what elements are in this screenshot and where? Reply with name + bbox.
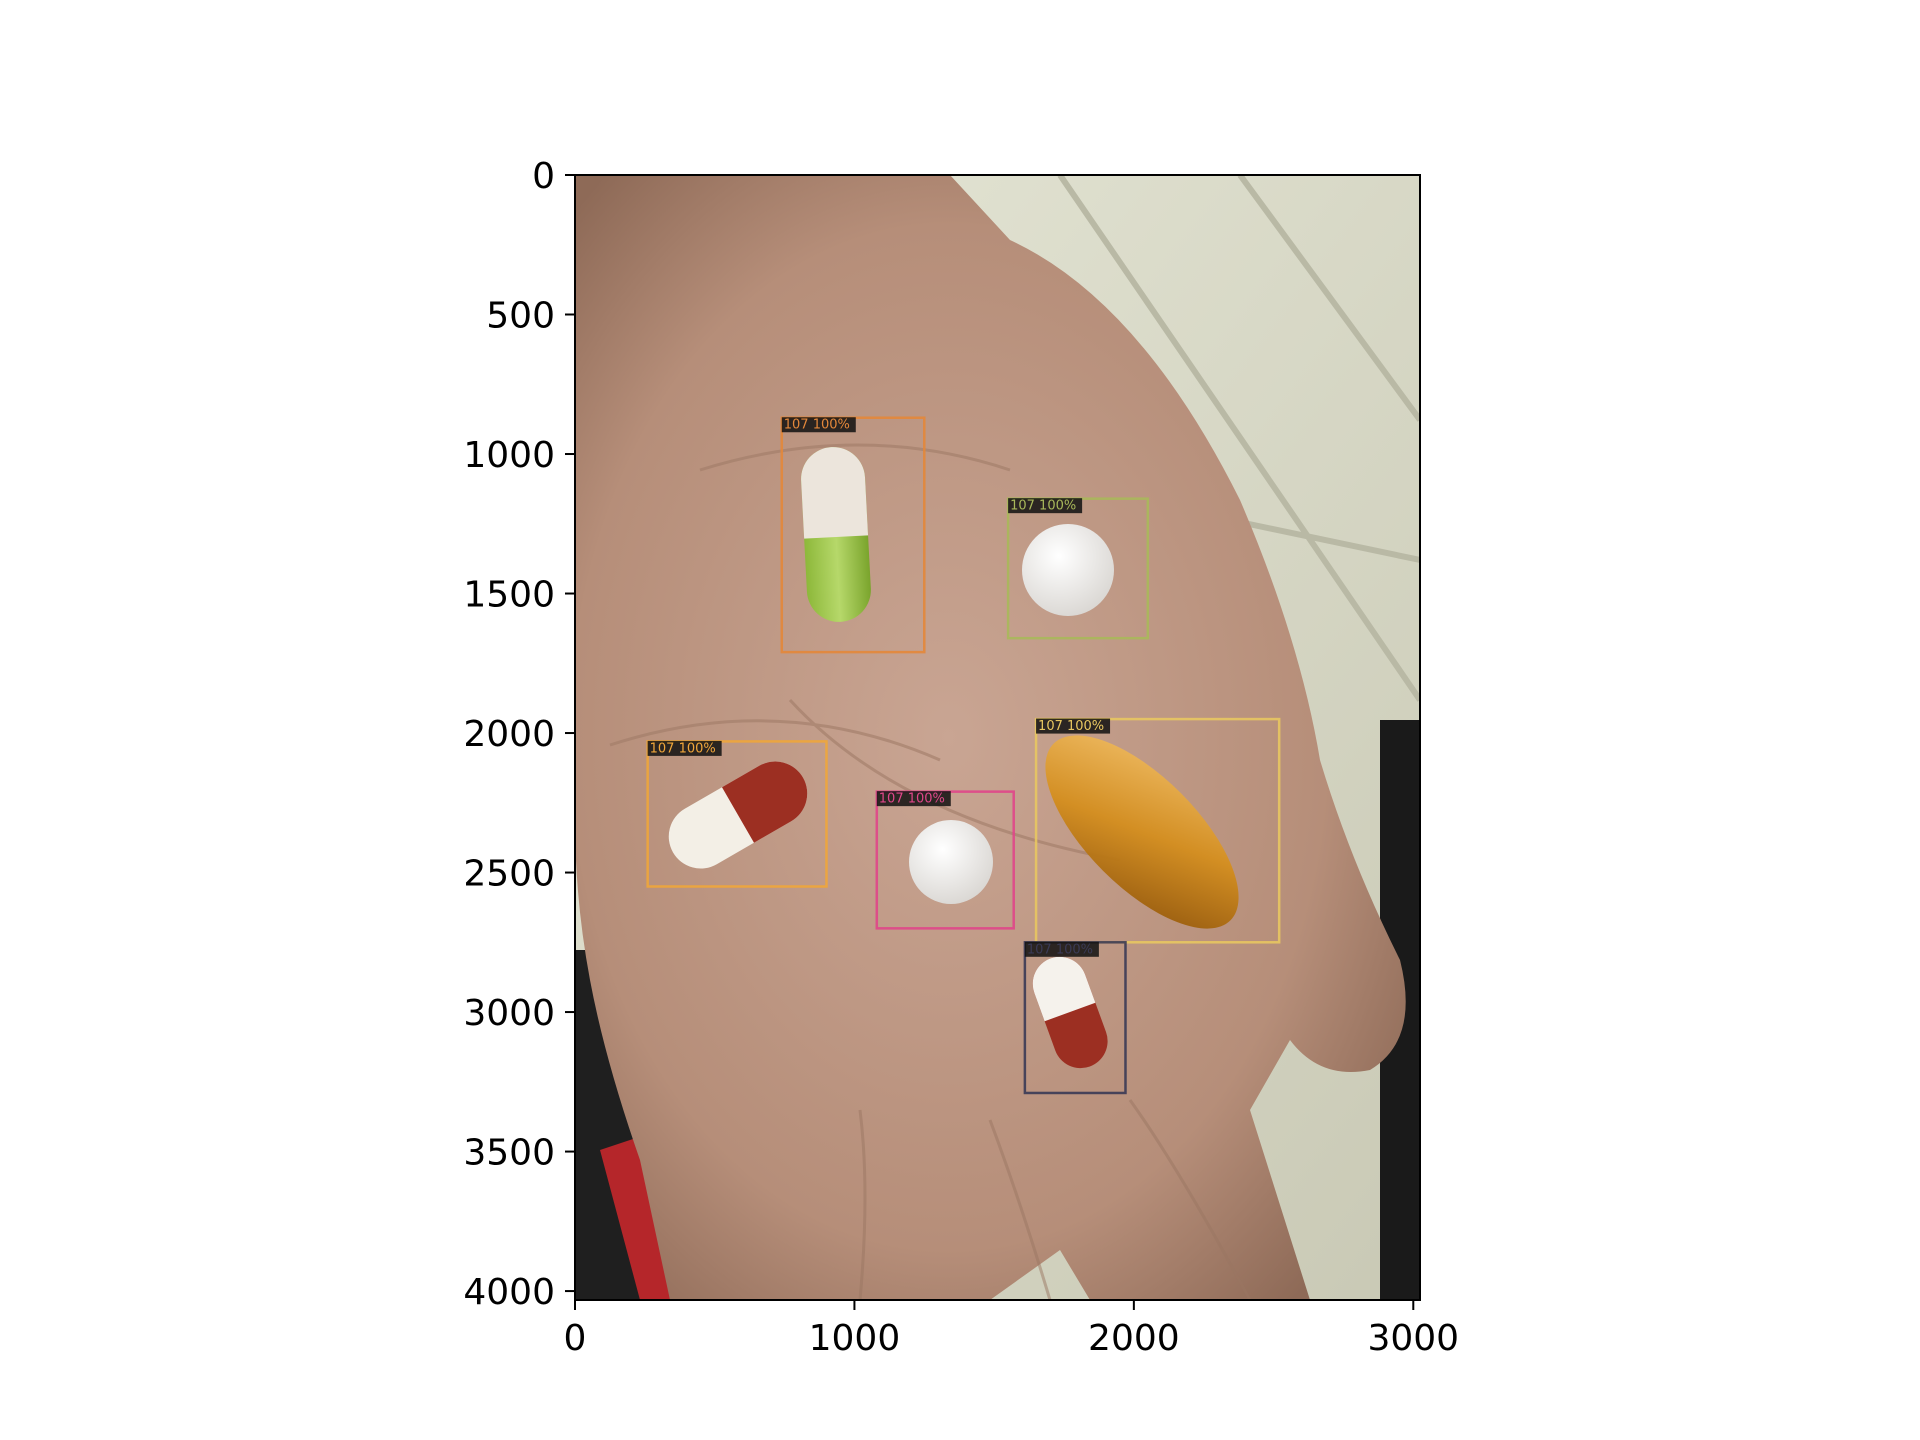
y-tick-label: 2000: [463, 714, 555, 755]
x-tick-label: 3000: [1367, 1318, 1459, 1359]
detection-label: 107 100%: [650, 741, 716, 756]
y-tick-label: 1500: [463, 575, 555, 616]
detection-label: 107 100%: [784, 418, 850, 433]
y-tick-label: 3500: [463, 1133, 555, 1174]
detection-label: 107 100%: [1027, 942, 1093, 957]
y-tick-label: 1000: [463, 435, 555, 476]
x-tick-label: 0: [564, 1318, 587, 1359]
x-tick-label: 1000: [809, 1318, 901, 1359]
y-axis: 0 500 1000 1500 2000 2500 3000 3500 4000: [463, 156, 575, 1313]
y-tick-label: 3000: [463, 993, 555, 1034]
detection-label: 107 100%: [879, 792, 945, 807]
y-tick-label: 4000: [463, 1272, 555, 1313]
detection-label: 107 100%: [1010, 499, 1076, 514]
y-tick-label: 2500: [463, 854, 555, 895]
detection-label: 107 100%: [1038, 719, 1104, 734]
y-tick-label: 0: [532, 156, 555, 197]
x-axis: 0 1000 2000 3000: [564, 1300, 1460, 1359]
x-tick-label: 2000: [1088, 1318, 1180, 1359]
photo-hand-with-pills: [575, 175, 1420, 1300]
y-tick-label: 500: [486, 296, 555, 337]
